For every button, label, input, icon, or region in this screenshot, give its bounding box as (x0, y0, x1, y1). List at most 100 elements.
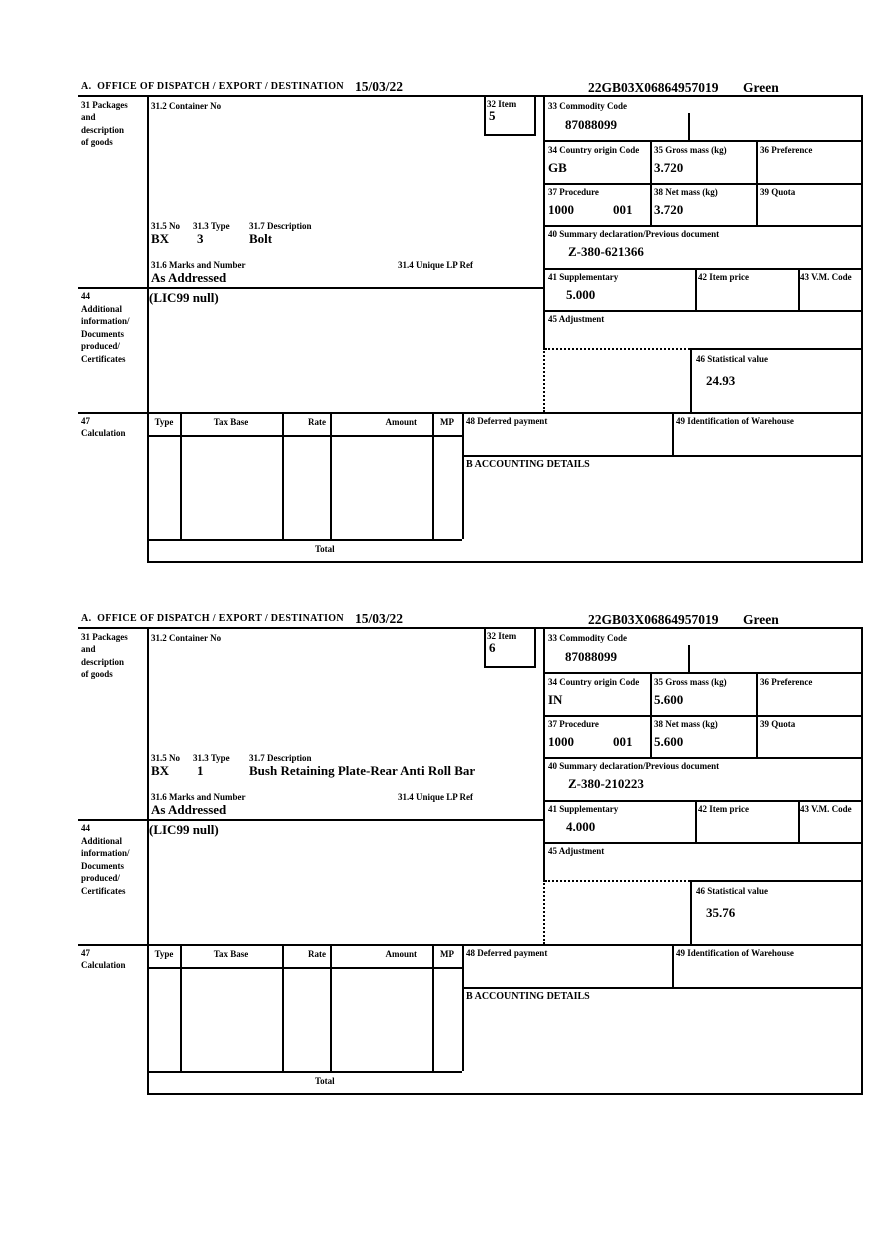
box48-deferred-label: 48 Deferred payment (466, 948, 548, 958)
box37-procedure-value-2: 001 (613, 202, 633, 217)
calc-col-divider-type (180, 412, 182, 539)
calc-header-type: Type (154, 949, 174, 959)
total-row-top-line (148, 1071, 462, 1073)
box34-country-value: IN (548, 692, 563, 707)
calc-col-divider-amount (432, 412, 434, 539)
box48-49-divider (672, 412, 674, 455)
box38-net-mass-value: 5.600 (654, 734, 684, 749)
calc-total-label: Total (315, 544, 335, 554)
calc-header-mp: MP (440, 417, 454, 427)
box44-label-line2: Additional (81, 836, 123, 846)
box31-label-line4: of goods (81, 669, 113, 679)
box44-label-line2: Additional (81, 304, 123, 314)
box34-35-divider (650, 140, 652, 225)
box44-label-line4: Documents (81, 861, 124, 871)
goods-description-value: Bush Retaining Plate-Rear Anti Roll Bar (249, 763, 476, 778)
box40-summary-label: 40 Summary declaration/Previous document (548, 229, 720, 239)
package-no-value: BX (151, 763, 170, 778)
box33-commodity-label: 33 Commodity Code (548, 633, 627, 643)
box37-procedure-label: 37 Procedure (548, 187, 599, 197)
box41-row-bottom-line (543, 310, 863, 312)
calc-total-label: Total (315, 1076, 335, 1086)
box41-supplementary-label: 41 Supplementary (548, 272, 619, 282)
box32-item-label: 32 Item (487, 99, 517, 109)
box31-2-container-label: 31.2 Container No (151, 633, 222, 643)
box31-2-container-label: 31.2 Container No (151, 101, 222, 111)
total-row-top-line (148, 539, 462, 541)
declaration-reference: 22GB03X06864957019 (588, 612, 719, 627)
calc-header-rate: Rate (308, 417, 326, 427)
form-bottom-border (147, 561, 863, 563)
box37-row-bottom-line (543, 225, 863, 227)
calc-header-tax-base: Tax Base (213, 949, 249, 959)
box31-label-line4: of goods (81, 137, 113, 147)
office-of-dispatch-label: A. OFFICE OF DISPATCH / EXPORT / DESTINA… (81, 81, 344, 92)
box38-net-mass-label: 38 Net mass (kg) (654, 187, 718, 197)
box32-frame (484, 95, 536, 136)
box47-label-line1: 47 (81, 416, 90, 426)
box38-net-mass-label: 38 Net mass (kg) (654, 719, 718, 729)
box31-label-line2: and (81, 112, 96, 122)
box34-country-label: 34 Country origin Code (548, 145, 640, 155)
box33-commodity-label: 33 Commodity Code (548, 101, 627, 111)
box32-frame (484, 627, 536, 668)
box45-adjustment-label: 45 Adjustment (548, 314, 605, 324)
box35-gross-mass-label: 35 Gross mass (kg) (654, 145, 727, 155)
marks-and-number-value: As Addressed (151, 270, 227, 285)
box44-top-line (78, 287, 543, 289)
calc-header-amount: Amount (385, 949, 417, 959)
box34-row-bottom-line (543, 715, 863, 717)
box31-label-line3: description (81, 125, 125, 135)
box40-summary-label: 40 Summary declaration/Previous document (548, 761, 720, 771)
box46-top-line (690, 880, 863, 882)
box33-subdivision-tick (688, 113, 690, 140)
box41-row-bottom-line (543, 842, 863, 844)
box44-label-line5: produced/ (81, 873, 120, 883)
box31-5-no-label: 31.5 No (151, 221, 180, 231)
box39-quota-label: 39 Quota (760, 719, 796, 729)
form-right-border (861, 95, 863, 563)
calc-col-divider-taxbase (282, 944, 284, 1071)
box40-summary-value: Z-380-210223 (568, 776, 644, 791)
box35-gross-mass-value: 3.720 (654, 160, 684, 175)
box44-label-line3: information/ (81, 316, 130, 326)
office-of-dispatch-label: A. OFFICE OF DISPATCH / EXPORT / DESTINA… (81, 613, 344, 624)
box35-gross-mass-value: 5.600 (654, 692, 684, 707)
box41-supplementary-value: 4.000 (566, 819, 596, 834)
box32-item-value: 6 (489, 640, 496, 655)
box42-43-divider (798, 800, 800, 842)
box37-procedure-value: 1000 (548, 734, 574, 749)
box33-commodity-value: 87088099 (565, 117, 617, 132)
box35-gross-mass-label: 35 Gross mass (kg) (654, 677, 727, 687)
box48-49-divider (672, 944, 674, 987)
customs-declaration-item-form: A. OFFICE OF DISPATCH / EXPORT / DESTINA… (78, 611, 864, 1097)
declaration-reference: 22GB03X06864957019 (588, 80, 719, 95)
routing-status: Green (743, 612, 779, 627)
form-bottom-border (147, 1093, 863, 1095)
valuation-dotted-divider-v (543, 880, 545, 944)
box36-preference-label: 36 Preference (760, 145, 813, 155)
calc-header-rate: Rate (308, 949, 326, 959)
accounting-details-label: B ACCOUNTING DETAILS (466, 459, 590, 470)
box47-label-line2: Calculation (81, 960, 126, 970)
left-column-divider (147, 627, 149, 1095)
box40-bottom-line (543, 268, 863, 270)
right-section-divider (543, 627, 545, 880)
calc-header-bottom-line (148, 435, 462, 437)
box31-label-line1: 31 Packages (81, 632, 128, 642)
goods-description-value: Bolt (249, 231, 273, 246)
valuation-dotted-divider-v (543, 348, 545, 412)
box32-item-label: 32 Item (487, 631, 517, 641)
box37-procedure-value: 1000 (548, 202, 574, 217)
valuation-dotted-divider-h (545, 880, 690, 882)
calc-col-divider-amount (432, 944, 434, 1071)
box31-label-line2: and (81, 644, 96, 654)
box31-3-type-label: 31.3 Type (193, 221, 230, 231)
left-column-divider (147, 95, 149, 563)
box43-vm-code-label: 43 V.M. Code (800, 272, 852, 282)
box48-deferred-label: 48 Deferred payment (466, 416, 548, 426)
box38-net-mass-value: 3.720 (654, 202, 684, 217)
box33-bottom-line (543, 140, 863, 142)
right-section-divider (543, 95, 545, 348)
